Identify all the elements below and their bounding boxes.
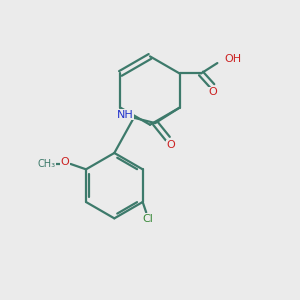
Text: CH₃: CH₃ bbox=[37, 159, 55, 169]
Text: OH: OH bbox=[224, 55, 242, 64]
Text: O: O bbox=[61, 158, 70, 167]
Text: NH: NH bbox=[117, 110, 134, 120]
Text: O: O bbox=[166, 140, 175, 150]
Text: Cl: Cl bbox=[142, 214, 153, 224]
Text: O: O bbox=[208, 88, 217, 98]
